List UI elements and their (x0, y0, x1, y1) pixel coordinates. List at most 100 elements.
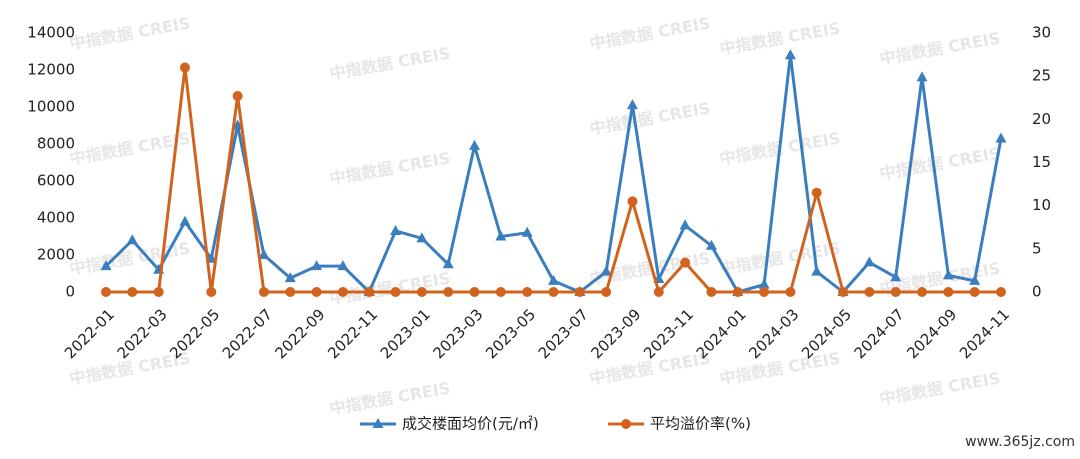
y-tick-label: 0 (65, 283, 75, 301)
series-line (104, 53, 1003, 294)
marker (969, 274, 981, 285)
watermark: 中指数据 CREIS (68, 13, 191, 53)
marker (364, 287, 375, 297)
marker (126, 234, 138, 245)
x-tick-label: 2023-01 (377, 305, 434, 362)
watermark: 中指数据 CREIS (878, 368, 1001, 408)
watermark: 中指数据 CREIS (588, 13, 711, 53)
marker (469, 287, 480, 297)
marker (838, 287, 849, 297)
y2-tick-label: 0 (1032, 283, 1042, 301)
marker (495, 287, 506, 297)
marker (574, 287, 585, 297)
marker (416, 232, 428, 243)
y-tick-label: 8000 (37, 135, 75, 153)
marker (942, 269, 954, 280)
marker (943, 287, 954, 297)
watermark: 中指数据 CREIS (878, 28, 1001, 68)
watermark: 中指数据 CREIS (878, 143, 1001, 183)
x-tick-label: 2023-03 (429, 305, 486, 362)
marker (995, 132, 1007, 143)
marker (601, 287, 612, 297)
marker (337, 287, 348, 297)
marker (653, 287, 664, 297)
marker (179, 215, 191, 226)
y-tick-label: 12000 (27, 61, 75, 79)
marker (311, 287, 322, 297)
x-tick-label: 2023-07 (535, 305, 592, 362)
legend-label: 平均溢价率(%) (650, 415, 751, 433)
marker (759, 287, 770, 297)
y-tick-label: 10000 (27, 98, 75, 116)
marker (917, 287, 928, 297)
marker (100, 260, 112, 271)
marker (101, 287, 111, 297)
y2-tick-label: 5 (1032, 239, 1042, 257)
marker (258, 249, 270, 259)
marker (548, 274, 559, 285)
marker (337, 260, 349, 271)
marker (890, 271, 902, 282)
marker (416, 287, 427, 297)
marker (548, 287, 559, 297)
marker (179, 62, 190, 73)
watermark: 中指数据 CREIS (328, 148, 451, 188)
watermark: 中指数据 CREIS (718, 238, 841, 278)
marker (680, 257, 691, 268)
watermark: 中指数据 CREIS (588, 98, 711, 138)
marker (863, 256, 875, 267)
y2-tick-label: 15 (1032, 153, 1051, 171)
x-tick-label: 2024-09 (903, 305, 960, 362)
marker (127, 287, 138, 297)
y-tick-label: 2000 (37, 246, 75, 264)
marker (890, 287, 901, 297)
x-tick-label: 2024-01 (693, 305, 750, 362)
marker (390, 224, 402, 235)
marker (627, 196, 638, 207)
marker (705, 239, 717, 250)
marker (732, 287, 743, 297)
marker (706, 287, 717, 297)
x-tick-label: 2022-01 (61, 305, 118, 362)
marker (864, 287, 875, 297)
marker (969, 287, 980, 297)
marker (284, 272, 296, 283)
marker (521, 226, 533, 237)
series-line (106, 66, 1001, 294)
marker (442, 258, 454, 269)
marker (600, 265, 612, 276)
marker (916, 71, 928, 82)
watermark: 中指数据 CREIS (718, 18, 841, 58)
marker (206, 287, 217, 297)
y-tick-label: 4000 (37, 209, 75, 227)
marker (784, 49, 796, 60)
x-tick-label: 2024-03 (745, 305, 802, 362)
marker (443, 287, 454, 297)
marker (679, 219, 691, 230)
marker (811, 265, 823, 276)
watermark: 中指数据 CREIS (328, 378, 451, 418)
marker (495, 230, 507, 241)
marker (785, 287, 796, 297)
x-tick-label: 2022-05 (166, 305, 223, 362)
marker (311, 260, 323, 271)
marker (232, 91, 243, 102)
y2-tick-label: 10 (1032, 196, 1051, 214)
x-tick-label: 2024-07 (851, 305, 908, 362)
x-tick-label: 2023-09 (587, 305, 644, 362)
marker (469, 139, 481, 150)
legend-marker (372, 418, 384, 428)
y-tick-label: 14000 (27, 24, 75, 42)
x-tick-label: 2023-05 (482, 305, 539, 362)
marker (522, 287, 533, 297)
x-tick-label: 2022-07 (219, 305, 276, 362)
x-tick-label: 2022-09 (272, 305, 329, 362)
y2-tick-label: 25 (1032, 67, 1051, 85)
legend-label: 成交楼面均价(元/㎡) (402, 415, 539, 433)
marker (258, 287, 269, 297)
marker (811, 187, 822, 198)
marker (996, 287, 1006, 297)
y2-tick-label: 20 (1032, 110, 1051, 128)
watermark: 中指数据 CREIS (718, 348, 841, 388)
